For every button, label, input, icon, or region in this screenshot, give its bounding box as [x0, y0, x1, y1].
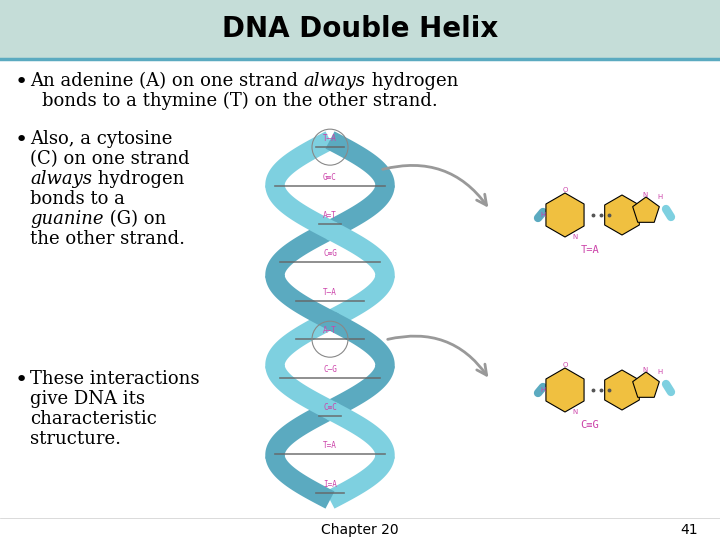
Text: give DNA its: give DNA its — [30, 390, 145, 408]
Text: •: • — [15, 72, 28, 92]
Text: T—A: T—A — [323, 134, 337, 143]
Text: G≡C: G≡C — [323, 173, 337, 181]
Text: An adenine (A) on one strand: An adenine (A) on one strand — [30, 72, 304, 90]
Text: •: • — [15, 370, 28, 390]
Text: T=A: T=A — [323, 441, 337, 450]
Text: N: N — [572, 234, 577, 240]
Text: N: N — [642, 192, 647, 198]
Polygon shape — [605, 195, 639, 235]
Text: N: N — [572, 409, 577, 415]
Text: H: H — [541, 212, 546, 218]
Text: Also, a cytosine: Also, a cytosine — [30, 130, 172, 148]
Polygon shape — [633, 372, 660, 397]
Text: characteristic: characteristic — [30, 410, 157, 428]
Text: O: O — [562, 362, 567, 368]
Text: O: O — [562, 187, 567, 193]
Text: H: H — [541, 387, 546, 393]
Text: DNA Double Helix: DNA Double Helix — [222, 15, 498, 43]
Polygon shape — [605, 370, 639, 410]
Text: T—A: T—A — [323, 288, 337, 297]
Polygon shape — [546, 193, 584, 237]
Text: H: H — [657, 369, 662, 375]
FancyBboxPatch shape — [0, 0, 720, 58]
Text: bonds to a: bonds to a — [30, 190, 125, 208]
Polygon shape — [546, 368, 584, 412]
Text: I=A: I=A — [323, 480, 337, 489]
Text: (C) on one strand: (C) on one strand — [30, 150, 189, 168]
Polygon shape — [633, 197, 660, 222]
Text: A—T: A—T — [323, 326, 337, 335]
Text: bonds to a thymine (T) on the other strand.: bonds to a thymine (T) on the other stra… — [42, 92, 438, 110]
Text: C≡G: C≡G — [580, 420, 599, 430]
Text: hydrogen: hydrogen — [92, 170, 184, 188]
Text: hydrogen: hydrogen — [366, 72, 458, 90]
Text: A=T: A=T — [323, 211, 337, 220]
Text: (G) on: (G) on — [104, 210, 166, 228]
Text: Chapter 20: Chapter 20 — [321, 523, 399, 537]
Text: H: H — [657, 194, 662, 200]
Text: •: • — [15, 130, 28, 150]
Text: 41: 41 — [680, 523, 698, 537]
Text: always: always — [30, 170, 92, 188]
Text: C—G: C—G — [323, 364, 337, 374]
Text: the other strand.: the other strand. — [30, 230, 185, 248]
Text: guanine: guanine — [30, 210, 104, 228]
Text: These interactions: These interactions — [30, 370, 199, 388]
Text: C≡C: C≡C — [323, 403, 337, 412]
Text: always: always — [304, 72, 366, 90]
Text: T=A: T=A — [580, 245, 599, 255]
Text: structure.: structure. — [30, 430, 121, 448]
Text: C≡G: C≡G — [323, 249, 337, 258]
Text: N: N — [642, 367, 647, 373]
